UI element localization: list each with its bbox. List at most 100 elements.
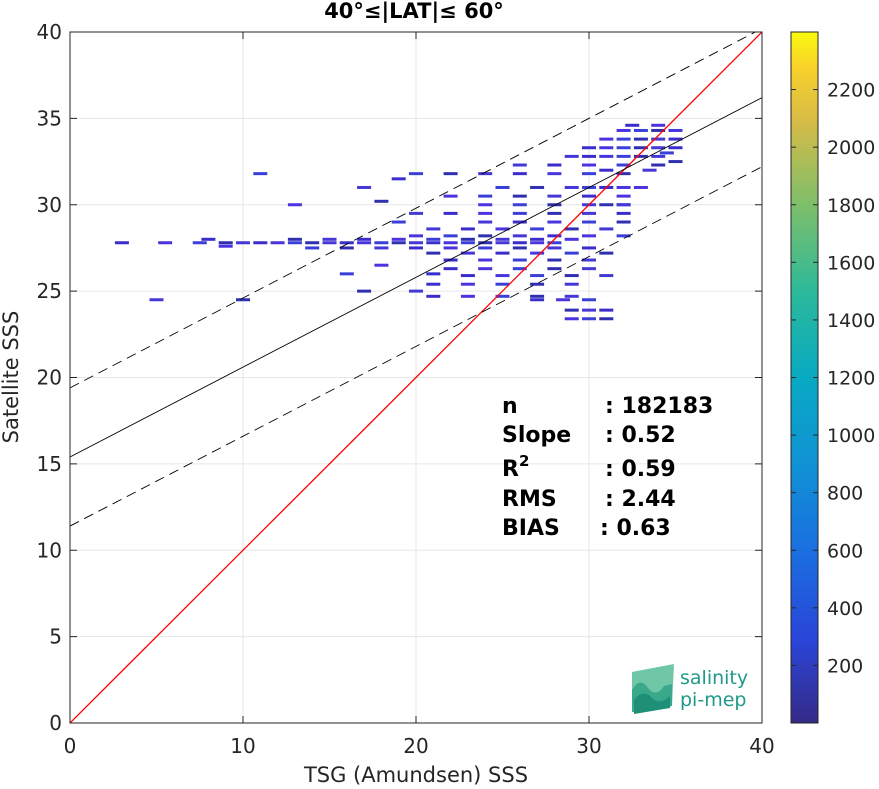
scatter-point (495, 241, 510, 245)
scatter-point (322, 241, 337, 245)
scatter-point (305, 241, 320, 245)
scatter-point (478, 211, 493, 215)
scatter-point (460, 241, 475, 245)
scatter-point (556, 298, 571, 302)
scatter-point (339, 246, 354, 250)
scatter-point (564, 294, 579, 298)
scatter-point (114, 241, 129, 245)
y-tick-label: 35 (37, 106, 62, 130)
scatter-point (236, 298, 250, 302)
scatter-point (633, 128, 648, 132)
y-tick-label: 20 (37, 366, 62, 390)
scatter-point (495, 282, 510, 286)
scatter-point (460, 274, 475, 278)
scatter-point (495, 294, 510, 298)
scatter-point (582, 146, 596, 150)
scatter-point (668, 146, 683, 150)
scatter-point (582, 298, 596, 302)
scatter-point (616, 220, 631, 224)
scatter-point (599, 274, 614, 278)
scatter-point (149, 298, 164, 302)
lower-bound-line (70, 166, 762, 527)
upper-bound-line (70, 32, 757, 389)
scatter-point (253, 241, 268, 245)
scatter-point (582, 267, 596, 271)
scatter-point (391, 220, 406, 224)
stat-value: : 0.59 (605, 457, 676, 482)
x-tick-label: 40 (749, 734, 774, 758)
scatter-point (633, 137, 648, 141)
scatter-point (530, 274, 545, 278)
scatter-point (547, 258, 562, 262)
scatter-point (651, 137, 666, 141)
identity-line (70, 32, 762, 723)
scatter-point (426, 294, 441, 298)
scatter-point (460, 227, 475, 231)
colorbar-tick-label: 1800 (827, 195, 875, 217)
scatter-point (374, 241, 389, 245)
scatter-point (668, 128, 683, 132)
stat-value: : 182183 (605, 394, 713, 419)
x-tick-label: 10 (230, 734, 255, 758)
scatter-point (339, 241, 354, 245)
scatter-point (512, 220, 527, 224)
colorbar-tick-label: 600 (827, 540, 863, 562)
scatter-point (582, 317, 596, 321)
stat-label: BIAS (502, 516, 560, 541)
logo-line1: salinity (680, 667, 748, 689)
scatter-point (512, 234, 527, 238)
scatter-point (192, 241, 207, 245)
scatter-point (530, 294, 545, 298)
stat-value: : 0.63 (600, 516, 671, 541)
scatter-point (512, 258, 527, 262)
scatter-point (357, 185, 372, 189)
scatter-point (651, 163, 666, 167)
scatter-point (287, 237, 302, 241)
scatter-point (512, 172, 527, 176)
scatter-point (287, 241, 302, 245)
scatter-point (460, 282, 475, 286)
scatter-point (426, 227, 441, 231)
scatter-point (443, 267, 458, 271)
scatter-point (616, 163, 631, 167)
colorbar-tick-label: 2200 (827, 80, 875, 102)
scatter-point (599, 227, 614, 231)
scatter-point (443, 241, 458, 245)
scatter-point (426, 251, 441, 255)
colorbar-tick-label: 400 (827, 598, 863, 620)
scatter-point (426, 282, 441, 286)
scatter-point (651, 128, 666, 132)
scatter-point (426, 241, 441, 245)
scatter-point (339, 272, 354, 276)
scatter-point (582, 163, 596, 167)
y-tick-label: 30 (37, 193, 62, 217)
stat-label: R2 (502, 452, 529, 482)
scatter-point (391, 241, 406, 245)
scatter-point (564, 274, 579, 278)
y-tick-label: 25 (37, 279, 62, 303)
scatter-point (495, 185, 510, 189)
scatter-point (443, 194, 458, 198)
scatter-point (460, 251, 475, 255)
scatter-point (564, 227, 579, 231)
scatter-point (616, 234, 631, 238)
scatter-point (564, 317, 579, 321)
scatter-point (253, 172, 268, 176)
scatter-point (426, 272, 441, 276)
stat-value: : 0.52 (605, 423, 676, 448)
scatter-point (582, 154, 596, 158)
scatter-point (409, 172, 423, 176)
scatter-point (547, 194, 562, 198)
scatter-point (582, 234, 596, 238)
x-axis-ticks: 0 10 20 30 40 (64, 32, 775, 758)
scatter-point (547, 234, 562, 238)
colorbar-tick-label: 200 (827, 655, 863, 677)
wave-logo-icon (632, 664, 674, 714)
y-tick-label: 10 (37, 538, 62, 562)
scatter-point (659, 151, 674, 155)
y-axis-label: Satellite SSS (0, 311, 23, 444)
scatter-point (547, 203, 562, 207)
stat-label: RMS (502, 487, 557, 512)
scatter-point (625, 123, 640, 127)
